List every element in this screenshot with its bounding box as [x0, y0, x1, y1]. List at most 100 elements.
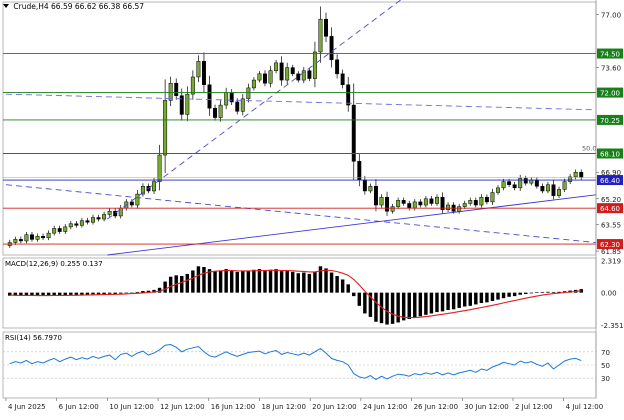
- candle-down: [512, 184, 517, 189]
- chart-title-bar: Crude,H4 66.59 66.62 66.38 66.57: [3, 2, 144, 11]
- macd-histogram-bar: [130, 292, 134, 294]
- candle-down: [29, 234, 34, 240]
- macd-histogram-bar: [385, 292, 389, 325]
- candle-down: [440, 196, 445, 210]
- macd-histogram-bar: [257, 269, 262, 293]
- macd-histogram-bar: [146, 290, 151, 293]
- candle-down: [57, 228, 62, 232]
- candle-up: [157, 154, 162, 182]
- symbol-label: Crude,H4: [13, 2, 49, 11]
- candle-up: [168, 82, 173, 101]
- candle-up: [52, 228, 57, 234]
- candle-down: [263, 73, 267, 84]
- time-tick-label: 6 Jun 12:00: [59, 403, 99, 411]
- macd-signal-line: [9, 269, 582, 319]
- macd-histogram-bar: [340, 279, 345, 293]
- macd-histogram-bar: [202, 267, 206, 293]
- macd-histogram-bar: [168, 276, 173, 293]
- candle-up: [63, 226, 68, 232]
- macd-histogram-bar: [512, 292, 517, 297]
- level-price-label: 74.50: [600, 51, 620, 59]
- time-tick-label: 4 Jul 12:00: [566, 403, 604, 411]
- candle-down: [523, 178, 528, 184]
- time-tick-label: 18 Jun 12:00: [261, 403, 305, 411]
- candle-up: [562, 181, 567, 190]
- candle-up: [479, 196, 484, 206]
- macd-histogram-bar: [579, 289, 583, 293]
- trend-line: [107, 0, 402, 220]
- macd-histogram-bar: [141, 290, 145, 293]
- macd-histogram-bar: [535, 292, 539, 293]
- candle-down: [579, 171, 584, 178]
- macd-histogram-bar: [35, 292, 40, 296]
- level-price-label: 72.00: [600, 90, 620, 98]
- macd-histogram-bar: [418, 292, 423, 317]
- candle-up: [46, 232, 51, 239]
- candle-up: [457, 206, 462, 212]
- macd-histogram-bar: [24, 292, 29, 296]
- candle-up: [79, 220, 84, 226]
- candle-down: [373, 186, 378, 206]
- candle-down: [96, 217, 101, 220]
- macd-histogram-bar: [313, 271, 317, 293]
- macd-histogram-bar: [279, 271, 284, 293]
- macd-histogram-bar: [507, 292, 511, 297]
- level-price-box: [597, 239, 623, 250]
- price-tick-label: 63.55: [601, 222, 621, 230]
- price-tick-label: 66.90: [601, 169, 621, 177]
- price-tick-label: 65.20: [601, 196, 621, 204]
- macd-histogram-bar: [8, 292, 12, 296]
- main-pane-frame: [2, 1, 597, 256]
- macd-pane: MACD(12,26,9) 0.255 0.137 2.319 0.00 -2.351: [2, 258, 624, 330]
- candle-up: [196, 61, 201, 78]
- candle-up: [301, 70, 306, 81]
- candle-down: [362, 179, 367, 192]
- macd-histogram-bar: [135, 291, 140, 293]
- time-axis: 4 Jun 2025 6 Jun 12:00 10 Jun 12:00 12 Jun …: [5, 0, 604, 411]
- candle-up: [368, 186, 373, 192]
- macd-histogram-bar: [302, 272, 306, 293]
- macd-tick-label: 2.319: [601, 258, 621, 266]
- macd-histogram-bar: [157, 287, 162, 293]
- candle-down: [85, 220, 90, 223]
- macd-histogram-bar: [435, 292, 439, 313]
- rsi-tick-label: 50: [601, 362, 610, 370]
- macd-histogram-bar: [307, 273, 312, 293]
- candle-up: [246, 87, 251, 100]
- macd-histogram-bar: [263, 270, 267, 293]
- candle-up: [274, 62, 279, 71]
- dropdown-arrow-icon[interactable]: [3, 4, 9, 8]
- macd-histogram-bar: [124, 292, 129, 294]
- macd-histogram-bar: [102, 292, 106, 295]
- candle-down: [346, 84, 351, 106]
- time-tick-label: 2 Jul 12:00: [515, 403, 553, 411]
- macd-histogram-bar: [474, 292, 478, 305]
- candle-up: [13, 239, 18, 243]
- macd-histogram-bar: [185, 273, 190, 293]
- candle-up: [135, 193, 140, 206]
- macd-histogram-bar: [401, 292, 406, 321]
- macd-histogram-bar: [285, 270, 289, 293]
- macd-histogram-bar: [119, 292, 123, 294]
- time-tick-label: 4 Jun 2025: [8, 403, 46, 411]
- macd-tick-label: 0.00: [601, 290, 617, 298]
- candle-down: [113, 211, 118, 217]
- candle-up: [102, 214, 107, 220]
- candle-up: [240, 98, 245, 112]
- macd-histogram-bar: [318, 266, 323, 293]
- candle-up: [379, 196, 384, 206]
- candle-down: [484, 196, 489, 203]
- macd-histogram-bar: [235, 271, 239, 293]
- macd-histogram-bar: [357, 292, 362, 306]
- candle-up: [24, 234, 29, 242]
- candle-down: [290, 67, 295, 75]
- candle-up: [468, 200, 473, 204]
- time-tick-label: 16 Jun 12:00: [211, 403, 255, 411]
- macd-histogram-bar: [224, 269, 228, 293]
- level-price-label: 64.60: [600, 205, 620, 213]
- candle-down: [207, 84, 212, 109]
- price-tick-label: 61.85: [601, 248, 621, 256]
- candle-up: [462, 203, 467, 207]
- candle-down: [213, 107, 218, 118]
